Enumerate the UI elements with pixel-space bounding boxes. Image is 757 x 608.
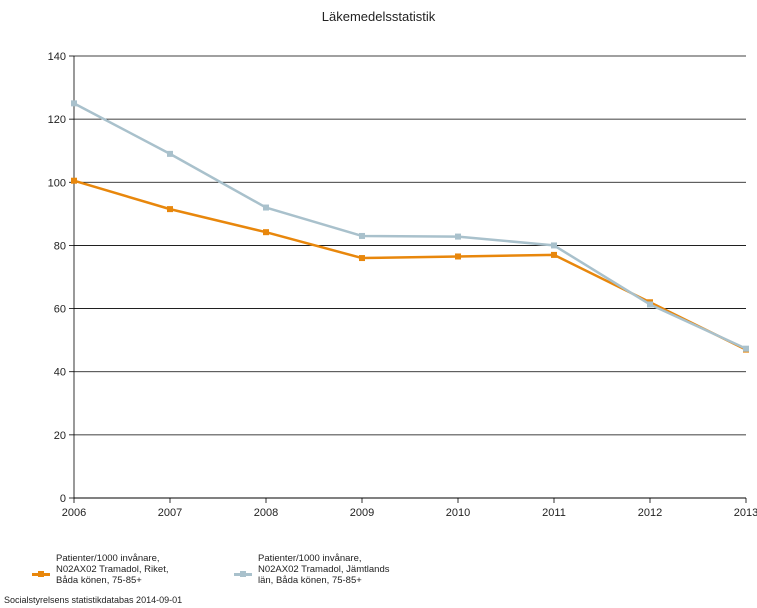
- data-point-s2-2011: [551, 242, 557, 249]
- legend-label-jamtland: Patienter/1000 invånare, N02AX02 Tramado…: [258, 553, 390, 586]
- data-point-s2-2009: [359, 232, 365, 239]
- y-tick-label-60: 60: [54, 304, 66, 316]
- gridlines: [74, 55, 746, 499]
- y-tick-label-100: 100: [48, 177, 66, 189]
- series-layer: [71, 100, 749, 353]
- data-point-s1-2009: [359, 255, 365, 262]
- y-tick-label-140: 140: [48, 51, 66, 63]
- x-tick-label-2008: 2008: [254, 507, 278, 519]
- x-tick-label-2006: 2006: [62, 507, 86, 519]
- data-point-s1-2010: [455, 253, 461, 260]
- legend: Patienter/1000 invånare, N02AX02 Tramado…: [32, 553, 428, 586]
- x-tick-label-2012: 2012: [638, 507, 662, 519]
- y-tick-label-0: 0: [60, 493, 66, 505]
- series-line-2: [73, 102, 747, 350]
- y-tick-label-80: 80: [54, 240, 66, 252]
- legend-label-riket: Patienter/1000 invånare, N02AX02 Tramado…: [56, 553, 169, 586]
- x-tick-label-2010: 2010: [446, 507, 470, 519]
- chart-title: Läkemedelsstatistik: [321, 9, 436, 24]
- tick-labels: 0 20 40 60 80 100 120 140 2006 2007 2008 2009 2010 20…: [48, 51, 757, 519]
- data-point-s1-2008: [263, 229, 269, 236]
- data-point-s2-2006: [71, 100, 77, 107]
- axes: [69, 55, 747, 503]
- series-line-1: [73, 179, 747, 351]
- x-tick-label-2009: 2009: [350, 507, 374, 519]
- data-point-s2-2012: [647, 301, 653, 308]
- data-point-s2-2010: [455, 233, 461, 240]
- y-tick-label-20: 20: [54, 430, 66, 442]
- legend-swatch-jamtland: [234, 571, 252, 577]
- data-point-s1-2007: [167, 206, 173, 213]
- data-point-s1-2006: [71, 177, 77, 184]
- x-tick-label-2007: 2007: [158, 507, 182, 519]
- source-note: Socialstyrelsens statistikdatabas 2014-0…: [4, 595, 183, 605]
- y-tick-label-120: 120: [48, 114, 66, 126]
- x-tick-label-2011: 2011: [542, 507, 566, 519]
- legend-item-jamtland: Patienter/1000 invånare, N02AX02 Tramado…: [234, 553, 428, 586]
- data-point-s2-2007: [167, 150, 173, 157]
- data-point-s2-2008: [263, 204, 269, 211]
- legend-swatch-riket: [32, 571, 50, 577]
- data-point-s2-2013: [743, 345, 749, 352]
- y-tick-label-40: 40: [54, 367, 66, 379]
- legend-item-riket: Patienter/1000 invånare, N02AX02 Tramado…: [32, 553, 216, 586]
- x-tick-label-2013: 2013: [734, 507, 757, 519]
- data-point-s1-2011: [551, 251, 557, 258]
